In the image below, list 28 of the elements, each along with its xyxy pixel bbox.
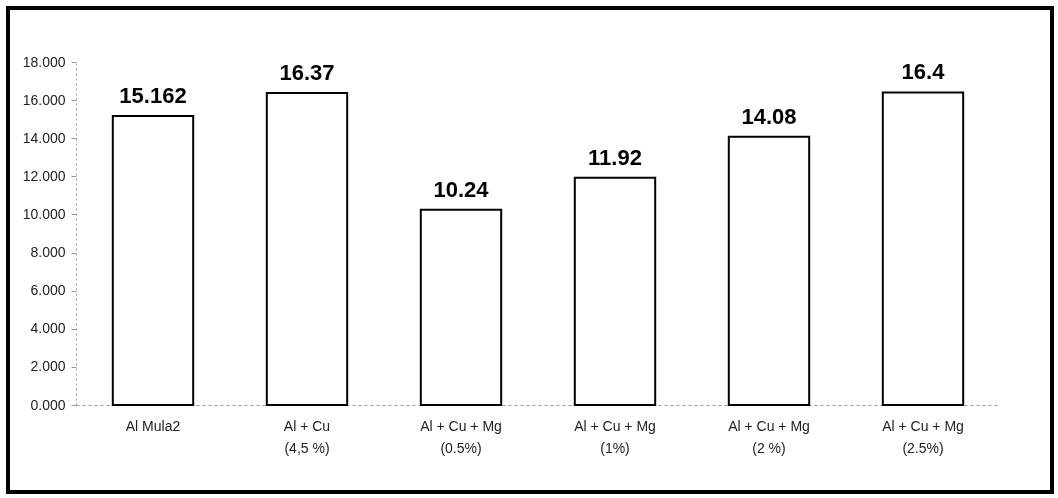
y-tick-label: 2.000 <box>30 358 66 375</box>
y-tick-label: 12.000 <box>22 167 66 184</box>
y-tick-label: 8.000 <box>30 244 66 261</box>
y-tick-label: 10.000 <box>22 205 66 222</box>
bar <box>573 176 657 406</box>
y-tick-label: 18.000 <box>22 53 66 70</box>
y-tick-label: 6.000 <box>30 282 66 299</box>
x-tick-label: Al + Cu + Mg (2 %) <box>728 417 810 456</box>
data-label: 10.24 <box>433 176 490 202</box>
x-tick-label: Al + Cu + Mg (0.5%) <box>420 417 502 456</box>
y-tick-label: 14.000 <box>22 129 66 146</box>
bar <box>727 135 811 406</box>
data-label: 16.4 <box>901 59 946 85</box>
x-tick-label: Al + Cu + Mg (1%) <box>574 417 656 456</box>
x-tick-label: Al + Cu + Mg (2.5%) <box>882 417 964 456</box>
y-tick-label: 0.000 <box>30 396 66 413</box>
data-label: 15.162 <box>119 83 187 109</box>
data-label: 11.92 <box>588 144 642 170</box>
bar <box>265 92 349 406</box>
data-label: 14.08 <box>741 103 797 129</box>
x-tick-label: Al Mula2 <box>125 417 181 434</box>
bar <box>111 115 195 406</box>
x-tick-label: Al + Cu (4,5 %) <box>283 417 331 456</box>
data-label: 16.37 <box>279 60 335 86</box>
y-tick-label: 16.000 <box>22 91 66 108</box>
y-tick-label: 4.000 <box>30 320 66 337</box>
bar <box>881 91 965 406</box>
bar <box>419 208 503 406</box>
